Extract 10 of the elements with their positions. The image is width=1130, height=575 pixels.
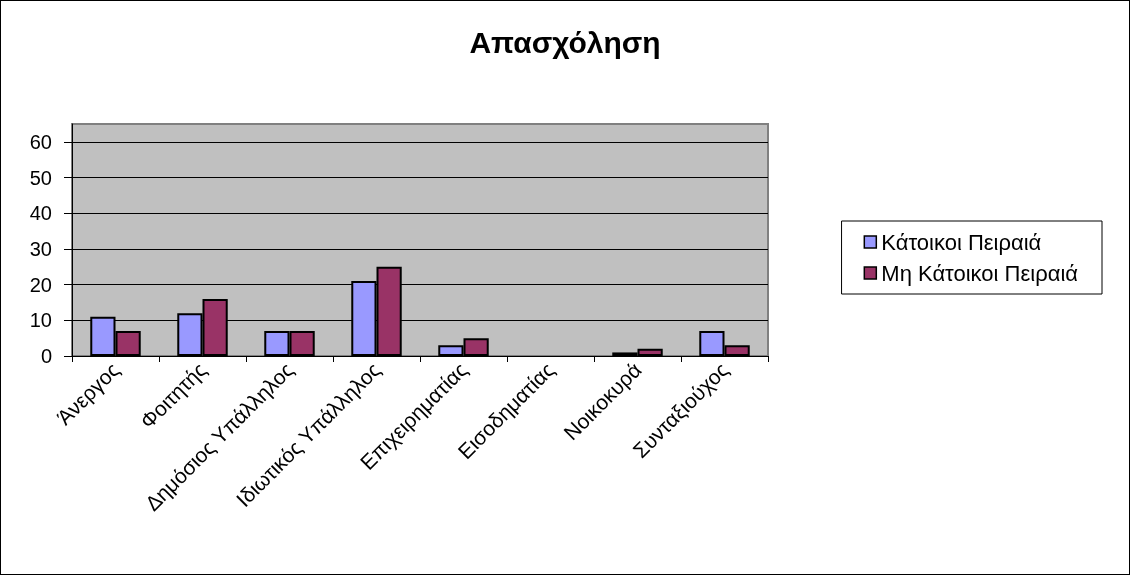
chart-title: Απασχόληση [469,25,661,59]
y-tick-label: 10 [29,309,52,332]
y-tick-label: 20 [29,273,52,296]
y-tick-label: 50 [29,166,52,189]
y-tick-label: 30 [29,237,52,260]
y-tick-label: 0 [40,345,52,367]
legend-label: Μη Κάτοικοι Πειραιά [881,260,1079,286]
legend-label: Κάτοικοι Πειραιά [881,229,1042,255]
y-tick-label: 60 [29,130,52,153]
y-tick-label: 40 [29,202,52,225]
